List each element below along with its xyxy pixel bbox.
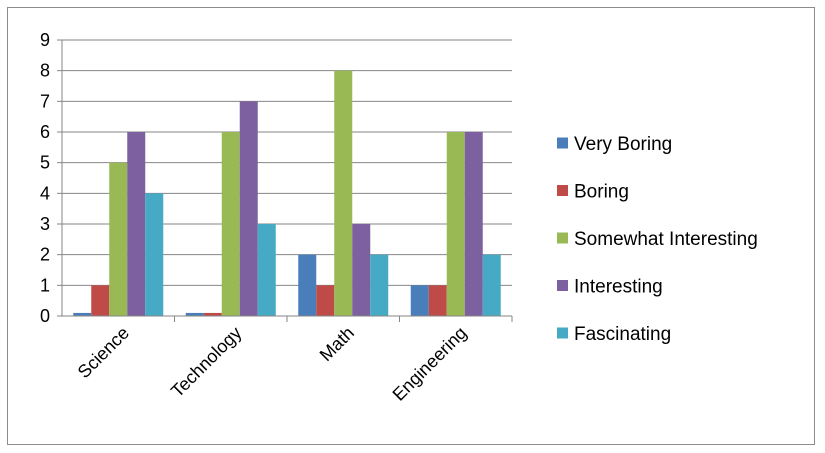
bar	[428, 285, 447, 316]
y-tick-label: 7	[40, 91, 50, 111]
y-tick-label: 5	[40, 153, 50, 173]
bar	[298, 254, 317, 316]
legend-label: Fascinating	[574, 324, 671, 345]
legend-label: Very Boring	[574, 134, 672, 155]
y-tick-label: 2	[40, 245, 50, 265]
x-tick-label: Math	[316, 323, 358, 365]
bars	[73, 70, 501, 317]
bar	[127, 132, 146, 316]
y-tick-label: 8	[40, 61, 50, 81]
bar	[109, 162, 128, 316]
bar	[464, 132, 483, 316]
x-tick-label: Science	[74, 323, 133, 382]
x-tick-label: Technology	[167, 323, 246, 402]
legend-item: Boring	[557, 182, 629, 203]
y-tick-label: 0	[40, 306, 50, 326]
legend-label: Boring	[574, 182, 629, 203]
bar	[145, 193, 164, 316]
bar	[203, 312, 222, 316]
bar	[73, 312, 92, 316]
bar	[91, 285, 110, 316]
bar	[352, 224, 371, 316]
y-tick-label: 1	[40, 275, 50, 295]
y-tick-label: 4	[40, 183, 50, 203]
bar	[221, 132, 240, 316]
bar	[482, 254, 501, 316]
legend-label: Interesting	[574, 277, 663, 298]
legend-swatch	[557, 232, 568, 244]
bar	[410, 285, 429, 316]
bar	[446, 132, 465, 316]
legend-label: Somewhat Interesting	[574, 229, 758, 250]
y-tick-label: 3	[40, 214, 50, 234]
legend-swatch	[557, 185, 568, 196]
y-tick-label: 6	[40, 122, 50, 142]
legend-item: Somewhat Interesting	[557, 229, 758, 250]
y-tick-label: 9	[40, 30, 50, 50]
legend-swatch	[557, 280, 568, 291]
legend-item: Interesting	[557, 277, 663, 298]
legend-swatch	[557, 137, 568, 149]
bar	[257, 224, 276, 316]
legend: Very Boring Boring Somewhat Interesting Int…	[557, 134, 758, 345]
x-tick-label: Engineering	[388, 323, 470, 405]
bar	[239, 101, 258, 316]
bar	[370, 254, 389, 316]
legend-swatch	[557, 327, 568, 339]
legend-item: Very Boring	[557, 134, 672, 155]
bar	[334, 70, 353, 317]
legend-item: Fascinating	[557, 324, 671, 345]
bar	[185, 312, 204, 316]
bar	[316, 285, 335, 316]
